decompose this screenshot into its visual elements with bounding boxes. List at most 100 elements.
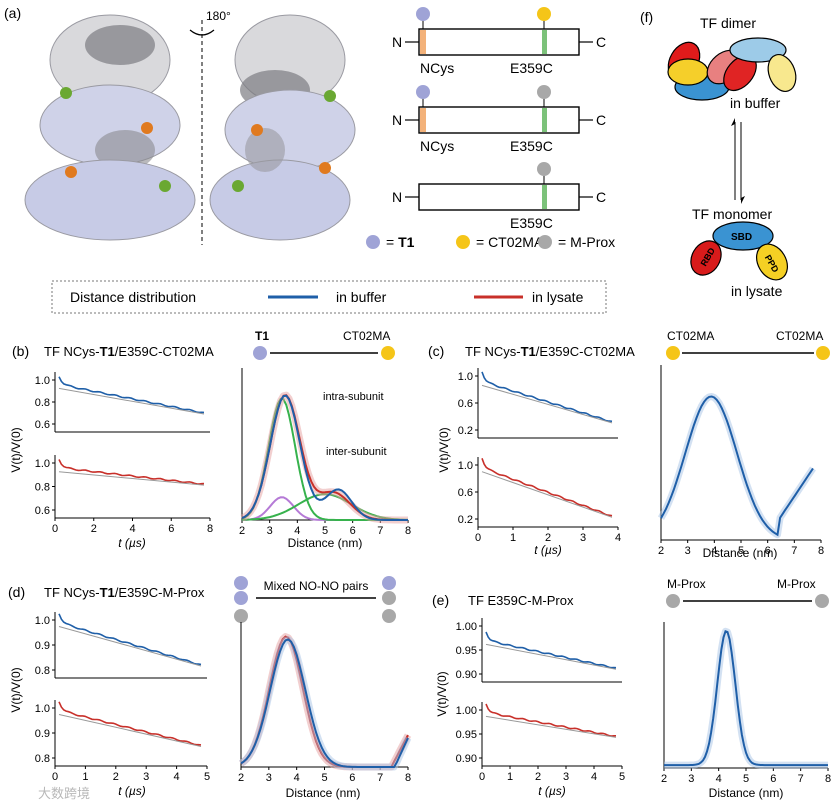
panel-e-ylabel: V(t)/V(0)	[435, 671, 449, 716]
panel-c-lysate-trace-fit	[481, 471, 613, 518]
panel-e-bottom-xtick-label: 5	[619, 771, 625, 783]
panel-e-buffer-trace-fit	[485, 643, 617, 670]
panel-b-bottom-ytick-label: 0.8	[35, 482, 50, 494]
panel-c-dist-xtick-label: 3	[685, 545, 691, 557]
legend-text: = M-Prox	[558, 234, 615, 250]
ncys-marker	[420, 108, 426, 132]
panel-c-lysate-trace	[481, 458, 613, 517]
legend-dot-icon	[456, 235, 470, 249]
panel-b-buffer-trace-fit	[58, 387, 205, 415]
spin-label-legend: = T1 = CT02MA = M-Prox	[366, 234, 615, 250]
panel-d-buffer-trace	[58, 613, 202, 666]
panel-e-bottom-xtick-label: 4	[591, 771, 597, 783]
panel-b-buffer-trace	[58, 376, 205, 414]
panel-b-bottom-xtick-label: 0	[52, 523, 58, 535]
panel-d-charts: V(t)/V(0)1.00.90.80 1 2 3 4 51.00.90.8t (µs)M…	[9, 576, 412, 800]
panel-b-dist-xtick-label: 8	[405, 525, 411, 537]
panel-e-title: TF E359C-M-Prox	[468, 593, 574, 608]
panel-b-dist-xtick-label: 3	[267, 525, 273, 537]
e359c-label: E359C	[510, 60, 553, 76]
panel-e-dist-xtick-label: 5	[743, 773, 749, 785]
panel-d-lysate-trace-fit	[58, 714, 202, 747]
panel-d-lysate-trace	[58, 701, 202, 746]
panel-d-dist-xtick-label: 5	[321, 772, 327, 784]
panel-c-top-ytick-label: 1.0	[458, 371, 473, 383]
e359c-label: E359C	[510, 215, 553, 231]
panel-c-bottom-xtick-label: 4	[615, 532, 621, 544]
panel-b-lysate-trace	[58, 459, 205, 485]
panel-e-bottom-ytick-label: 0.90	[456, 753, 477, 765]
watermark: 大数跨境	[38, 786, 90, 801]
panel-d-bottom-xtick-label: 4	[174, 771, 180, 783]
panel-b-ylabel: V(t)/V(0)	[9, 427, 23, 472]
panel-e-charts: V(t)/V(0)1.000.950.900 1 2 3 4 51.000.950.90t…	[435, 577, 831, 800]
e359c-marker	[542, 185, 547, 209]
panel-c-buffer-trace	[481, 371, 613, 423]
panel-d-center-label: Mixed NO-NO pairs	[264, 579, 369, 593]
equilibrium-arrows	[731, 118, 745, 204]
panel-b-bottom-ytick-label: 0.6	[35, 505, 50, 517]
legend-dot-icon	[538, 235, 552, 249]
ncys-label: NCys	[420, 138, 454, 154]
panel-label-b: (b)	[12, 343, 29, 359]
construct-c-terminus: C	[596, 34, 606, 50]
construct-diagrams: N C NCys E359C N C NCys E359C N C E359C	[392, 7, 606, 231]
panel-d-bottom-xtick-label: 2	[113, 771, 119, 783]
panel-b-dist-xtick-label: 4	[294, 525, 300, 537]
distance-legend-title: Distance distribution	[70, 289, 196, 305]
e359c-label-icon	[537, 85, 551, 99]
panel-b-xlabel-time: t (µs)	[118, 536, 146, 550]
panel-b-bottom-xtick-label: 8	[207, 523, 213, 535]
panel-e-buffer-dist-band	[662, 627, 830, 769]
annotation-intra: intra-subunit	[323, 391, 384, 403]
e359c-label-icon	[537, 162, 551, 176]
panel-d-xlabel-dist: Distance (nm)	[286, 786, 361, 800]
panel-c-title: TF NCys-T1/E359C-CT02MA	[465, 344, 635, 359]
tf-dimer-cartoon: TF dimer in buffer	[667, 15, 797, 111]
panel-d-bottom-ytick-label: 1.0	[35, 703, 50, 715]
panel-c-dist-xtick-label: 5	[738, 545, 744, 557]
left-mid-label-icon	[234, 591, 248, 605]
panel-c-top-ytick-label: 0.2	[458, 425, 473, 437]
construct-bar	[418, 183, 580, 211]
panel-b-bottom-xtick-label: 2	[91, 523, 97, 535]
distance-legend: Distance distribution in buffer in lysat…	[51, 280, 607, 314]
panel-c-dist-xtick-label: 2	[658, 545, 664, 557]
panel-c-dist-xtick-label: 7	[791, 545, 797, 557]
panel-c-dist-xtick-label: 8	[818, 545, 824, 557]
panel-e-dist-xtick-label: 4	[716, 773, 722, 785]
panel-e-top-ytick-label: 0.90	[456, 669, 477, 681]
dimer-sub: in buffer	[730, 95, 781, 111]
construct-n-terminus: N	[392, 189, 402, 205]
panel-e-xlabel-dist: Distance (nm)	[709, 786, 784, 800]
panel-b-label-right: CT02MA	[343, 329, 390, 343]
panel-c-bottom-xtick-label: 3	[580, 532, 586, 544]
panel-d-dist-xtick-label: 4	[294, 772, 300, 784]
panel-c-bottom-ytick-label: 1.0	[458, 460, 473, 472]
panel-e-dist-xtick-label: 8	[825, 773, 831, 785]
panel-d-bottom-xtick-label: 3	[143, 771, 149, 783]
panel-d-dist-xtick-label: 8	[405, 772, 411, 784]
panel-d-dist-xtick-label: 7	[377, 772, 383, 784]
panel-b-bottom-xtick-label: 4	[129, 523, 135, 535]
dimer-title: TF dimer	[700, 15, 756, 31]
t1-label-icon	[253, 346, 267, 360]
legend-buffer-label: in buffer	[336, 289, 387, 305]
panel-c-bottom-ytick-label: 0.6	[458, 487, 473, 499]
ct02ma-left-icon	[666, 346, 680, 360]
panel-e-bottom-xtick-label: 1	[507, 771, 513, 783]
panel-e-dist-xtick-label: 3	[688, 773, 694, 785]
panel-d-top-ytick-label: 0.9	[35, 640, 50, 652]
panel-label-f: (f)	[640, 9, 653, 25]
right-top-label-icon	[382, 576, 396, 590]
panel-d-bottom-xtick-label: 5	[204, 771, 210, 783]
mprox-left-icon	[666, 594, 680, 608]
construct-c-terminus: C	[596, 189, 606, 205]
panel-b-top-ytick-label: 0.6	[35, 419, 50, 431]
panel-label-a: (a)	[4, 5, 21, 21]
panel-b-title: TF NCys-T1/E359C-CT02MA	[44, 344, 214, 359]
panel-d-buffer-dist	[240, 638, 409, 768]
panel-c-dist-xtick-label: 4	[711, 545, 717, 557]
panel-c-buffer-dist	[660, 395, 814, 537]
panel-b-bottom-ytick-label: 1.0	[35, 458, 50, 470]
